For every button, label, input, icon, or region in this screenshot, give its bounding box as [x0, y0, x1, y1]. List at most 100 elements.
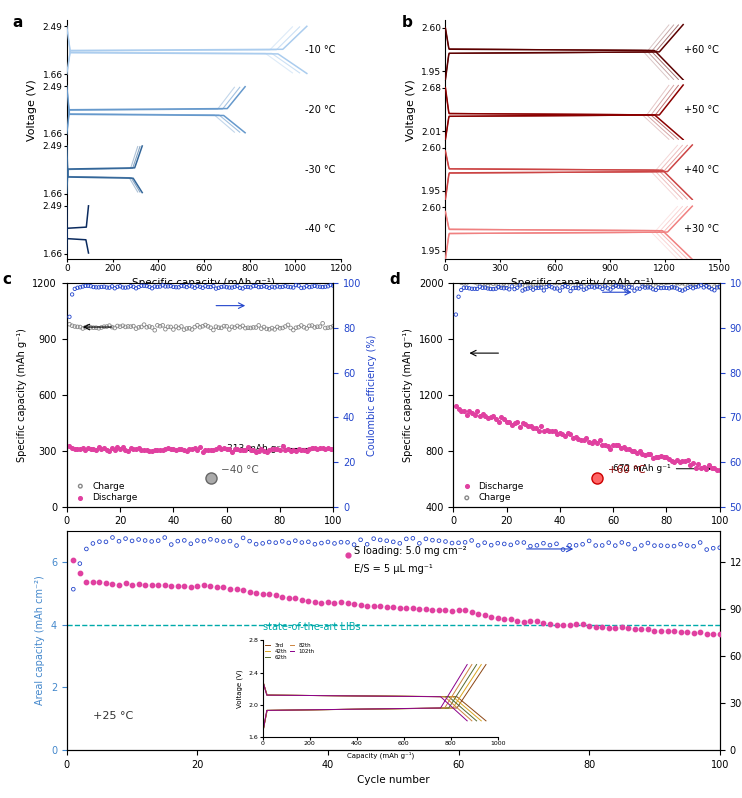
Point — [530, 422, 542, 435]
Point — [198, 579, 210, 592]
Point — [181, 444, 193, 457]
Point — [113, 535, 125, 547]
Point — [149, 280, 161, 293]
Point — [537, 617, 549, 630]
Point — [508, 282, 520, 295]
Point — [639, 281, 651, 294]
Point — [660, 450, 672, 463]
Point — [269, 443, 280, 456]
Point — [152, 535, 164, 547]
Point — [634, 444, 646, 457]
Point — [387, 535, 399, 548]
Point — [684, 278, 696, 290]
Point — [215, 443, 227, 456]
Point — [474, 409, 486, 422]
Point — [106, 441, 118, 454]
Point — [170, 320, 182, 333]
Point — [269, 323, 280, 336]
Point — [472, 607, 484, 620]
Point — [487, 410, 499, 423]
Point — [103, 444, 115, 457]
Point — [458, 405, 470, 417]
Point — [387, 601, 399, 614]
Point — [154, 320, 166, 333]
Point — [133, 441, 145, 454]
Point — [325, 321, 337, 334]
Point — [74, 443, 86, 456]
Point — [270, 536, 282, 549]
Point — [637, 280, 649, 293]
Point — [263, 535, 275, 548]
Point — [217, 581, 229, 594]
Point — [243, 585, 255, 598]
Point — [130, 282, 142, 294]
Point — [71, 282, 83, 294]
Point — [588, 277, 600, 290]
Point — [111, 280, 123, 293]
Point — [66, 319, 78, 332]
Point — [407, 602, 418, 614]
Point — [98, 441, 110, 454]
Point — [474, 280, 486, 293]
Point — [100, 535, 112, 548]
Point — [594, 434, 605, 447]
Point — [218, 280, 230, 293]
Point — [87, 575, 99, 588]
Point — [695, 626, 706, 638]
Point — [322, 596, 334, 609]
Point — [591, 280, 603, 293]
Point — [325, 443, 337, 456]
Point — [498, 413, 510, 426]
Point — [277, 440, 289, 452]
Point — [93, 575, 105, 588]
Point — [655, 624, 667, 637]
Point — [242, 322, 254, 334]
Point — [290, 322, 302, 334]
Point — [314, 280, 326, 293]
Point — [107, 531, 119, 544]
Point — [109, 444, 121, 456]
Point — [516, 278, 528, 290]
Point — [133, 321, 145, 334]
Point — [309, 538, 321, 551]
Point — [175, 442, 187, 455]
Point — [548, 425, 560, 437]
Point — [106, 321, 118, 334]
Point — [128, 320, 139, 333]
Point — [114, 280, 126, 293]
Point — [674, 538, 686, 551]
Point — [194, 321, 206, 334]
Point — [197, 445, 209, 458]
Point — [188, 282, 200, 294]
Point — [533, 282, 545, 294]
Point — [168, 442, 180, 455]
Point — [681, 539, 693, 552]
Point — [257, 588, 269, 601]
Point — [285, 322, 297, 334]
Point — [298, 281, 310, 294]
Point — [511, 614, 523, 627]
Point — [498, 282, 510, 294]
Y-axis label: Coulombic efficiency (%): Coulombic efficiency (%) — [367, 334, 377, 456]
Point — [69, 282, 81, 295]
Point — [162, 442, 174, 455]
Point — [544, 539, 556, 551]
Point — [695, 462, 707, 475]
Point — [322, 535, 334, 548]
Point — [709, 284, 720, 297]
Point — [146, 444, 158, 457]
Point — [309, 321, 321, 334]
Point — [695, 279, 707, 291]
Point — [700, 543, 712, 556]
Text: d: d — [390, 272, 400, 287]
Point — [71, 443, 83, 456]
Point — [607, 439, 619, 452]
Point — [172, 535, 184, 547]
Point — [116, 319, 128, 332]
Point — [306, 442, 318, 455]
Point — [466, 275, 478, 288]
Y-axis label: Voltage (V): Voltage (V) — [27, 79, 37, 140]
Point — [253, 281, 265, 294]
Point — [151, 444, 163, 456]
Point — [253, 319, 265, 332]
